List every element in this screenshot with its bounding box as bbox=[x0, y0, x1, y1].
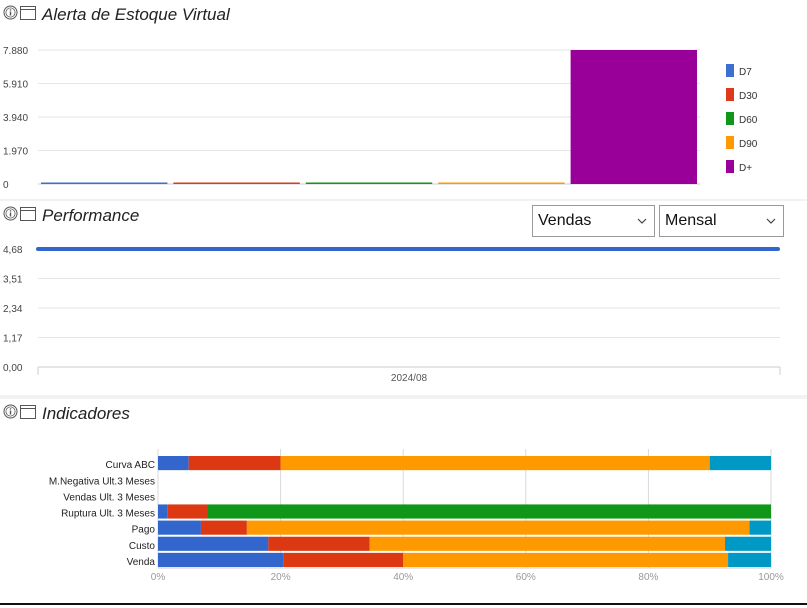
indicadores-header: Indicadores bbox=[3, 403, 130, 425]
info-icon[interactable] bbox=[3, 5, 18, 25]
alert-title: Alerta de Estoque Virtual bbox=[42, 5, 230, 24]
bar-segment bbox=[200, 520, 247, 535]
bar-segment bbox=[188, 456, 281, 471]
bar-segment bbox=[158, 536, 269, 551]
chevron-down-icon bbox=[765, 214, 777, 232]
bar-D7 bbox=[41, 182, 168, 184]
bar-segment bbox=[268, 536, 370, 551]
y-tick-label: 7.880 bbox=[3, 46, 28, 57]
category-label: Pago bbox=[132, 525, 156, 536]
legend-swatch bbox=[726, 136, 734, 149]
x-tick-label: 20% bbox=[271, 572, 291, 583]
y-tick-label: 3,51 bbox=[3, 275, 23, 286]
y-tick-label: 1.970 bbox=[3, 147, 28, 158]
legend-label: D+ bbox=[739, 163, 752, 174]
bar-segment bbox=[280, 456, 710, 471]
legend-swatch bbox=[726, 160, 734, 173]
x-tick-label: 2024/08 bbox=[391, 373, 428, 384]
y-tick-label: 0,00 bbox=[3, 363, 23, 374]
category-label: M.Negativa Ult.3 Meses bbox=[49, 476, 155, 487]
bar-segment bbox=[725, 536, 771, 551]
alert-chart: 7.880 5.910 3.940 1.970 0 D7 D30 D60 D90 D+ bbox=[3, 46, 758, 191]
alert-panel: Alerta de Estoque Virtual 7.880 5.910 3.94… bbox=[0, 0, 807, 199]
panel-separator bbox=[0, 395, 807, 399]
y-tick-label: 0 bbox=[3, 180, 9, 191]
x-tick-label: 100% bbox=[758, 572, 784, 583]
performance-chart: 4,68 3,51 2,34 1,17 0,00 2024/08 bbox=[3, 245, 781, 384]
indicadores-chart: 0% 20% 40% 60% 80% 100% Curva ABC M.Negativa Ul… bbox=[49, 449, 784, 583]
legend-swatch bbox=[726, 112, 734, 125]
legend-label: D90 bbox=[739, 139, 758, 150]
bar-segment bbox=[158, 504, 168, 519]
bar-D90 bbox=[438, 182, 565, 184]
category-label: Ruptura Ult. 3 Meses bbox=[61, 509, 155, 520]
y-tick-label: 1,17 bbox=[3, 334, 23, 345]
panel-separator bbox=[0, 199, 807, 201]
alert-header: Alerta de Estoque Virtual bbox=[3, 4, 230, 26]
legend-swatch bbox=[726, 64, 734, 77]
metric-select-value: Vendas bbox=[538, 212, 592, 229]
bar-D60 bbox=[305, 182, 433, 184]
bar-segment bbox=[158, 520, 201, 535]
bar-segment bbox=[403, 552, 729, 567]
x-tick-label: 60% bbox=[516, 572, 536, 583]
y-tick-label: 5.910 bbox=[3, 80, 28, 91]
bar-segment bbox=[283, 552, 404, 567]
category-label: Curva ABC bbox=[106, 460, 155, 471]
bar-segment bbox=[167, 504, 208, 519]
y-tick-label: 2,34 bbox=[3, 304, 23, 315]
legend-label: D7 bbox=[739, 67, 752, 78]
y-tick-label: 3.940 bbox=[3, 113, 28, 124]
performance-panel: Performance Vendas Mensal 4,68 3,51 2,34 1,… bbox=[0, 201, 807, 395]
info-icon[interactable] bbox=[3, 404, 18, 424]
bar-segment bbox=[207, 504, 772, 519]
indicadores-title: Indicadores bbox=[42, 404, 130, 423]
period-select[interactable]: Mensal bbox=[659, 205, 784, 237]
chevron-down-icon bbox=[636, 214, 648, 232]
x-tick-label: 80% bbox=[638, 572, 658, 583]
y-tick-label: 4,68 bbox=[3, 245, 23, 256]
category-label: Custo bbox=[129, 541, 156, 552]
performance-title: Performance bbox=[42, 206, 140, 225]
bottom-border bbox=[0, 603, 807, 605]
bar-D+ bbox=[570, 50, 697, 184]
metric-select[interactable]: Vendas bbox=[532, 205, 655, 237]
x-tick-label: 40% bbox=[393, 572, 413, 583]
bar-segment bbox=[728, 552, 771, 567]
legend-label: D30 bbox=[739, 91, 758, 102]
window-icon[interactable] bbox=[20, 404, 36, 424]
info-icon[interactable] bbox=[3, 206, 18, 226]
window-icon[interactable] bbox=[20, 5, 36, 25]
bar-D30 bbox=[173, 182, 300, 184]
category-label: Vendas Ult. 3 Meses bbox=[63, 492, 155, 503]
indicadores-panel: Indicadores 0% 20% 40% 60% 80% 100% Curva ABC M… bbox=[0, 399, 807, 608]
bar-segment bbox=[369, 536, 726, 551]
legend-swatch bbox=[726, 88, 734, 101]
bar-segment bbox=[158, 456, 189, 471]
bar-segment bbox=[709, 456, 771, 471]
legend-label: D60 bbox=[739, 115, 758, 126]
bar-segment bbox=[246, 520, 750, 535]
x-tick-label: 0% bbox=[151, 572, 166, 583]
category-label: Venda bbox=[127, 557, 156, 568]
performance-header: Performance bbox=[3, 205, 139, 227]
bar-segment bbox=[158, 552, 284, 567]
period-select-value: Mensal bbox=[665, 212, 717, 229]
window-icon[interactable] bbox=[20, 206, 36, 226]
bar-segment bbox=[749, 520, 771, 535]
